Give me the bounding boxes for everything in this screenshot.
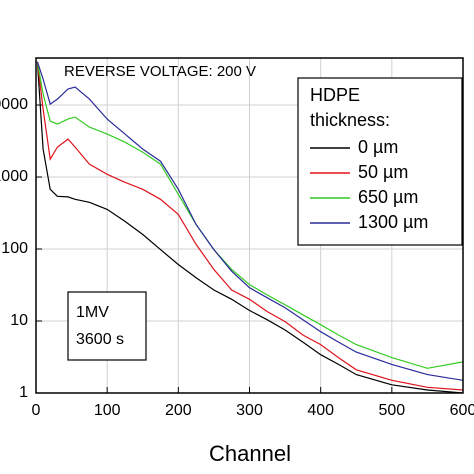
chart-title: REVERSE VOLTAGE: 200 V [64, 63, 256, 80]
lines [36, 61, 463, 393]
legend-title: thickness: [310, 110, 390, 130]
series-line [36, 61, 463, 391]
legend-box [297, 77, 463, 246]
x-tick-label: 100 [94, 402, 121, 419]
x-tick-label: 300 [236, 402, 263, 419]
x-tick-label: 0 [32, 402, 41, 419]
annotation-box [67, 291, 147, 361]
series-line [36, 61, 463, 393]
x-tick-label: 400 [307, 402, 334, 419]
y-tick-label: 10 [10, 312, 28, 329]
y-tick-label: 100 [1, 240, 28, 257]
legend: 0 µm 50 µm 650 µm 1300 µm [310, 137, 428, 232]
x-axis-label: Channel [209, 441, 291, 466]
legend-label: 0 µm [358, 137, 398, 157]
legend-label: 1300 µm [358, 212, 428, 232]
x-tick-label: 500 [378, 402, 405, 419]
legend-title: HDPE [310, 85, 360, 105]
annotation: 3600 s [76, 331, 124, 348]
x-tick-label: 200 [165, 402, 192, 419]
legend-label: 650 µm [358, 187, 418, 207]
y-tick-label: 1 [19, 384, 28, 401]
x-tick-label: 600 [450, 402, 474, 419]
annotation: 1MV [76, 304, 109, 321]
legend-label: 50 µm [358, 162, 408, 182]
series-line [36, 61, 463, 381]
